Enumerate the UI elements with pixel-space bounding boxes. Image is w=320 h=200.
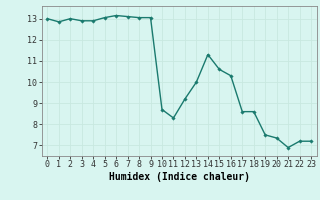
X-axis label: Humidex (Indice chaleur): Humidex (Indice chaleur) [109, 172, 250, 182]
